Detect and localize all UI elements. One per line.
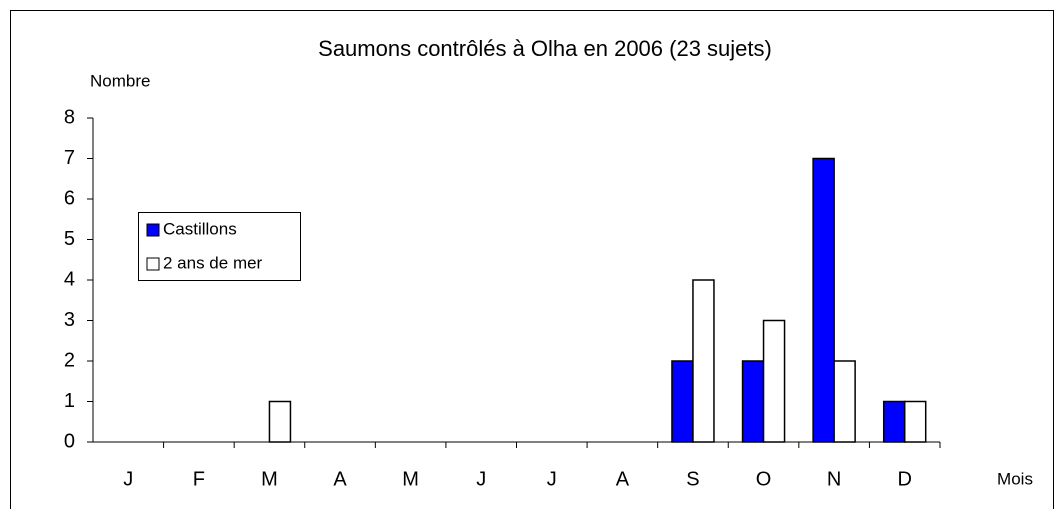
bar	[671, 360, 694, 443]
x-tick-label: O	[756, 468, 772, 490]
bar	[762, 319, 786, 443]
x-axis-label: Mois	[997, 469, 1033, 488]
chart-title: Saumons contrôlés à Olha en 2006 (23 suj…	[318, 36, 772, 61]
x-tick-label: N	[827, 468, 841, 490]
legend-label: 2 ans de mer	[163, 253, 263, 272]
bar	[882, 400, 906, 443]
x-tick-label: J	[547, 468, 557, 490]
y-tick-label: 7	[64, 147, 75, 169]
x-tick-label: D	[897, 468, 911, 490]
bar	[692, 279, 715, 443]
legend-swatch	[146, 257, 160, 271]
x-tick-label: S	[686, 468, 699, 490]
bar	[812, 157, 835, 443]
y-tick-label: 8	[64, 106, 75, 128]
x-tick-label: M	[261, 468, 278, 490]
legend-swatch	[146, 223, 160, 237]
x-tick-label: A	[333, 468, 347, 490]
x-tick-label: M	[402, 468, 419, 490]
x-tick-label: J	[123, 468, 133, 490]
y-tick-label: 5	[64, 228, 75, 250]
legend-label: Castillons	[163, 219, 237, 238]
bar	[268, 400, 292, 443]
y-tick-label: 4	[64, 268, 75, 290]
x-tick-label: A	[616, 468, 630, 490]
legend-box	[138, 212, 301, 281]
y-tick-label: 3	[64, 309, 75, 331]
y-tick-label: 2	[64, 349, 75, 371]
bar	[741, 360, 765, 443]
x-tick-label: F	[193, 468, 205, 490]
y-tick-label: 6	[64, 187, 75, 209]
bar	[903, 400, 927, 443]
bar	[833, 360, 856, 443]
y-tick-label: 0	[64, 430, 75, 452]
y-axis-label: Nombre	[90, 71, 150, 90]
x-tick-label: J	[476, 468, 486, 490]
y-tick-label: 1	[64, 390, 75, 412]
